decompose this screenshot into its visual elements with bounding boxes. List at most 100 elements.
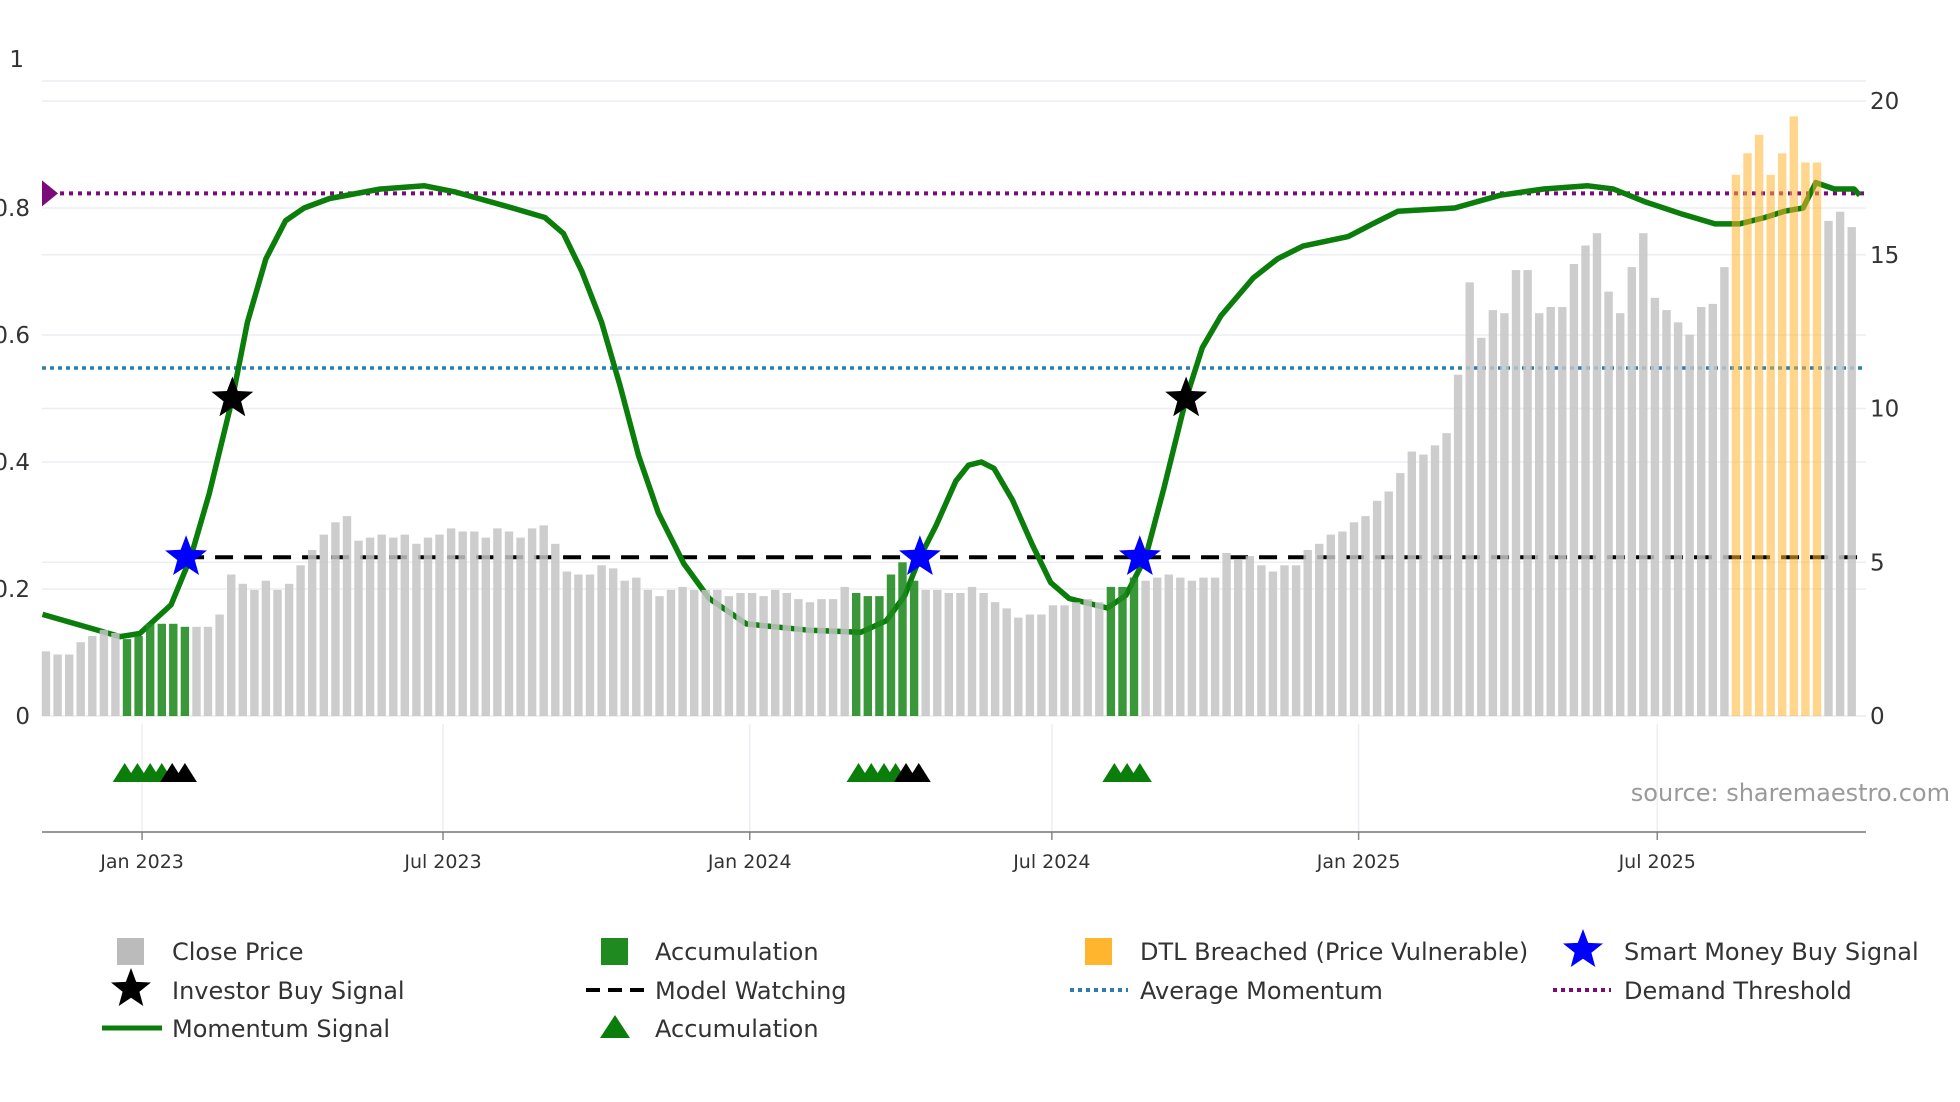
close-price-bar bbox=[1349, 522, 1359, 716]
legend-label-demand-threshold: Demand Threshold bbox=[1624, 977, 1852, 1005]
close-price-bar bbox=[597, 565, 606, 716]
close-price-bar bbox=[1361, 516, 1370, 716]
accumulation-bar bbox=[146, 623, 155, 717]
close-price-bar bbox=[354, 540, 363, 716]
close-price-bar bbox=[1025, 614, 1035, 716]
left-axis-tick-label: 0.8 bbox=[0, 196, 30, 222]
left-axis-tick-label: 0.4 bbox=[0, 450, 30, 476]
close-price-bar bbox=[1199, 577, 1208, 716]
close-price-bar bbox=[701, 589, 710, 716]
close-price-bar bbox=[319, 534, 328, 716]
close-price-bar bbox=[1639, 233, 1648, 716]
close-price-bar bbox=[1037, 614, 1046, 716]
close-price-bar bbox=[1083, 599, 1092, 716]
close-price-bar bbox=[1002, 608, 1011, 716]
close-price-bar bbox=[678, 586, 687, 716]
momentum-signal-line bbox=[41, 179, 1862, 640]
right-axis-tick-label: 5 bbox=[1870, 550, 1885, 576]
close-price-bar bbox=[1384, 491, 1393, 716]
close-price-bar bbox=[1685, 334, 1694, 716]
legend: Close Price Accumulation DTL Breached (P… bbox=[102, 929, 1919, 1043]
close-price-bar bbox=[782, 593, 791, 716]
x-axis-tick-label: Jul 2023 bbox=[403, 851, 481, 873]
accumulation-bar bbox=[898, 562, 907, 717]
accumulation-bar bbox=[134, 636, 143, 716]
close-price-bar bbox=[794, 599, 803, 716]
accumulation-bar bbox=[157, 623, 166, 717]
close-price-bar bbox=[736, 593, 745, 716]
close-price-bar bbox=[308, 550, 317, 716]
close-price-bar bbox=[967, 586, 977, 716]
close-price-bar bbox=[643, 589, 653, 716]
close-price-bar bbox=[666, 589, 676, 716]
accumulation-bar bbox=[1106, 586, 1116, 716]
close-price-bar bbox=[423, 537, 433, 716]
close-price-bar bbox=[1627, 267, 1636, 716]
close-price-bar bbox=[203, 626, 213, 716]
close-price-bar bbox=[1488, 310, 1498, 716]
accumulation-bar bbox=[852, 593, 861, 716]
close-price-bar bbox=[331, 522, 340, 716]
dtl-breached-bar bbox=[1778, 153, 1787, 717]
close-price-bar bbox=[111, 633, 120, 716]
close-price-bar bbox=[1824, 220, 1833, 716]
legend-investor-star-icon bbox=[111, 968, 151, 1006]
close-price-bar bbox=[1234, 559, 1243, 716]
close-price-bar bbox=[1210, 577, 1220, 716]
x-axis-tick-label: Jul 2024 bbox=[1012, 851, 1090, 873]
close-price-bar bbox=[446, 528, 456, 716]
close-price-bar bbox=[1014, 617, 1023, 716]
close-price-bar bbox=[921, 589, 930, 716]
close-price-bar bbox=[1396, 473, 1405, 716]
left-axis-tick-label: 0.6 bbox=[0, 323, 30, 349]
close-price-bar bbox=[1650, 297, 1660, 716]
close-price-bar bbox=[1141, 580, 1150, 716]
right-axis-tick-label: 15 bbox=[1870, 243, 1899, 269]
close-price-bar bbox=[412, 543, 421, 716]
close-price-bar bbox=[458, 531, 467, 716]
close-price-bar bbox=[1592, 233, 1602, 716]
close-price-bar bbox=[609, 568, 618, 716]
close-price-bar bbox=[828, 599, 838, 716]
close-price-bar bbox=[1060, 605, 1069, 716]
accumulation-bar bbox=[1129, 577, 1139, 716]
close-price-bar bbox=[979, 593, 988, 716]
accumulation-bar bbox=[886, 574, 896, 716]
close-price-bar bbox=[273, 589, 282, 716]
legend-triangle-icon bbox=[600, 1015, 630, 1038]
close-price-bar bbox=[389, 537, 398, 716]
close-price-bar bbox=[1430, 445, 1440, 716]
close-price-bar bbox=[1546, 307, 1555, 716]
close-price-bar bbox=[88, 636, 97, 716]
right-axis-tick-label: 10 bbox=[1870, 397, 1899, 423]
close-price-bar bbox=[504, 531, 514, 716]
dtl-breached-bar bbox=[1812, 162, 1822, 716]
demand-threshold-marker-icon bbox=[42, 180, 58, 207]
close-price-bar bbox=[1569, 264, 1579, 716]
legend-label-smart-money: Smart Money Buy Signal bbox=[1624, 938, 1919, 966]
x-axis-tick-label: Jan 2024 bbox=[707, 851, 792, 873]
accumulation-triangle-black-icon bbox=[906, 763, 931, 782]
legend-label-close-price: Close Price bbox=[172, 938, 304, 966]
close-price-bar bbox=[805, 602, 815, 716]
close-price-bar bbox=[1326, 534, 1335, 716]
reference-lines bbox=[42, 180, 1866, 560]
legend-label-dtl-breached: DTL Breached (Price Vulnerable) bbox=[1140, 938, 1528, 966]
close-price-bar bbox=[227, 574, 236, 716]
close-price-bar bbox=[817, 599, 826, 716]
accumulation-bar bbox=[863, 596, 872, 716]
accumulation-bar bbox=[909, 580, 919, 716]
right-axis-tick-label: 0 bbox=[1870, 704, 1885, 730]
close-price-bar bbox=[481, 537, 490, 716]
left-axis-tick-label: 0 bbox=[15, 704, 30, 730]
close-price-bar bbox=[1477, 337, 1486, 716]
x-axis-tick-label: Jul 2025 bbox=[1618, 851, 1696, 873]
close-price-bar bbox=[41, 651, 51, 716]
close-price-bar bbox=[1673, 322, 1683, 716]
close-price-bar bbox=[1511, 270, 1521, 716]
close-price-bar bbox=[1465, 282, 1474, 716]
x-axis-tick-label: Jan 2023 bbox=[99, 851, 184, 873]
close-price-bar bbox=[493, 528, 502, 716]
dtl-breached-bar bbox=[1743, 153, 1752, 717]
